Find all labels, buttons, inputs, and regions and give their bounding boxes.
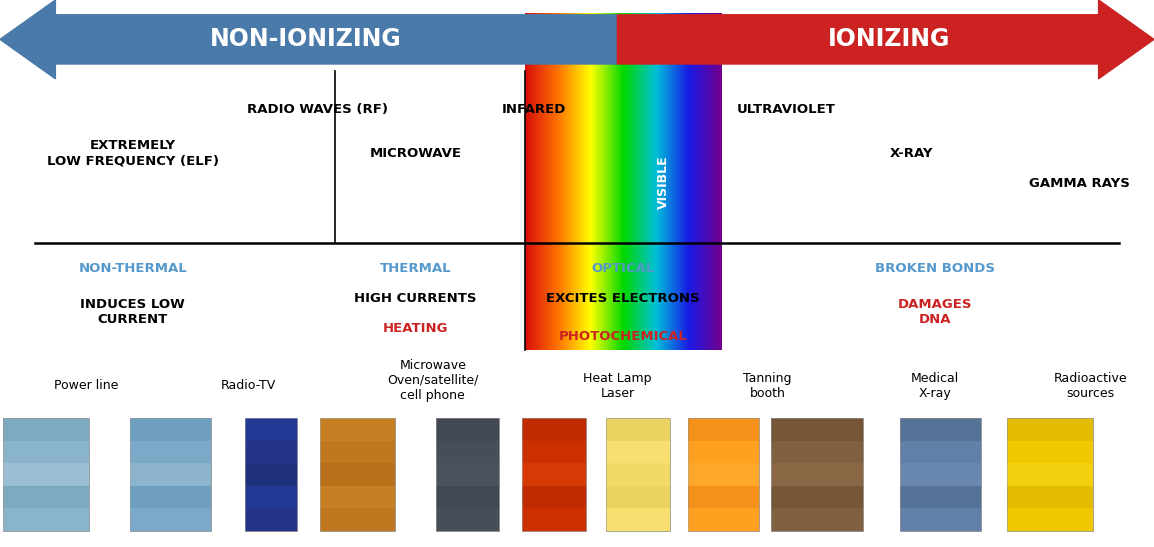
Bar	[771, 418, 863, 441]
Bar	[435, 463, 499, 486]
Bar	[320, 418, 395, 441]
FancyArrow shape	[617, 0, 1154, 79]
Text: Microwave
Oven/satellite/
cell phone: Microwave Oven/satellite/ cell phone	[387, 359, 479, 401]
Bar	[245, 441, 298, 463]
Bar	[522, 486, 585, 508]
Text: Medical
X-ray: Medical X-ray	[911, 371, 959, 400]
Text: Radio-TV: Radio-TV	[220, 379, 276, 392]
Bar	[1006, 441, 1093, 463]
Bar	[771, 418, 863, 531]
Bar	[245, 418, 298, 531]
Bar	[900, 508, 981, 531]
Bar	[245, 463, 298, 486]
Bar	[1006, 418, 1093, 441]
Bar	[245, 508, 298, 531]
Bar	[688, 508, 759, 531]
Bar	[3, 463, 90, 486]
Text: GAMMA RAYS: GAMMA RAYS	[1028, 177, 1130, 190]
Bar	[522, 508, 585, 531]
Text: NON-THERMAL: NON-THERMAL	[78, 261, 187, 275]
Text: DAMAGES
DNA: DAMAGES DNA	[898, 298, 972, 326]
Bar	[245, 486, 298, 508]
Bar	[900, 463, 981, 486]
Text: EXCITES ELECTRONS: EXCITES ELECTRONS	[546, 292, 700, 305]
Text: OPTICAL: OPTICAL	[592, 261, 654, 275]
Bar	[1006, 508, 1093, 531]
Text: PHOTOCHEMICAL: PHOTOCHEMICAL	[559, 330, 688, 343]
Bar	[771, 508, 863, 531]
Text: ULTRAVIOLET: ULTRAVIOLET	[736, 103, 835, 116]
Bar	[3, 418, 90, 531]
Text: MICROWAVE: MICROWAVE	[369, 147, 462, 160]
Text: INFARED: INFARED	[502, 103, 567, 116]
Text: IONIZING: IONIZING	[827, 27, 950, 51]
Text: X-RAY: X-RAY	[890, 147, 934, 160]
Bar	[435, 486, 499, 508]
Bar	[130, 418, 211, 441]
FancyArrow shape	[0, 0, 617, 79]
Bar	[3, 508, 90, 531]
Bar	[688, 486, 759, 508]
Bar	[320, 508, 395, 531]
Bar	[900, 486, 981, 508]
Bar	[522, 418, 585, 531]
Bar	[3, 486, 90, 508]
Text: INDUCES LOW
CURRENT: INDUCES LOW CURRENT	[81, 298, 185, 326]
Bar	[607, 508, 670, 531]
Bar	[900, 418, 981, 531]
Text: VISIBLE: VISIBLE	[657, 155, 670, 209]
Bar	[688, 463, 759, 486]
Bar	[130, 441, 211, 463]
Bar	[130, 418, 211, 531]
Bar	[320, 486, 395, 508]
Bar	[435, 508, 499, 531]
Text: Radioactive
sources: Radioactive sources	[1054, 371, 1127, 400]
Bar	[522, 463, 585, 486]
Bar	[435, 441, 499, 463]
Bar	[130, 486, 211, 508]
Text: BROKEN BONDS: BROKEN BONDS	[875, 261, 995, 275]
Bar	[1006, 486, 1093, 508]
Bar	[320, 418, 395, 531]
Text: RADIO WAVES (RF): RADIO WAVES (RF)	[247, 103, 388, 116]
Bar	[522, 418, 585, 441]
Text: HIGH CURRENTS: HIGH CURRENTS	[354, 292, 477, 305]
Bar	[607, 418, 670, 531]
Bar	[607, 463, 670, 486]
Text: HEATING: HEATING	[383, 322, 448, 335]
Bar	[688, 418, 759, 531]
Bar	[771, 486, 863, 508]
Bar	[435, 418, 499, 441]
Text: Power line: Power line	[54, 379, 119, 392]
Bar	[607, 441, 670, 463]
Bar	[3, 441, 90, 463]
Bar	[130, 508, 211, 531]
Bar	[771, 441, 863, 463]
Text: Tanning
booth: Tanning booth	[743, 371, 792, 400]
Bar	[1006, 418, 1093, 531]
Bar	[320, 463, 395, 486]
Bar	[522, 441, 585, 463]
Bar	[3, 418, 90, 441]
Bar	[130, 463, 211, 486]
Bar	[435, 418, 499, 531]
Bar	[607, 418, 670, 441]
Bar	[688, 441, 759, 463]
Bar	[900, 418, 981, 441]
Bar	[320, 441, 395, 463]
Bar	[1006, 463, 1093, 486]
Text: NON-IONIZING: NON-IONIZING	[210, 27, 402, 51]
Text: EXTREMELY
LOW FREQUENCY (ELF): EXTREMELY LOW FREQUENCY (ELF)	[46, 139, 219, 167]
Text: THERMAL: THERMAL	[380, 261, 451, 275]
Bar	[607, 486, 670, 508]
Text: Heat Lamp
Laser: Heat Lamp Laser	[583, 371, 652, 400]
Bar	[900, 441, 981, 463]
Bar	[688, 418, 759, 441]
Bar	[245, 418, 298, 441]
Bar	[771, 463, 863, 486]
